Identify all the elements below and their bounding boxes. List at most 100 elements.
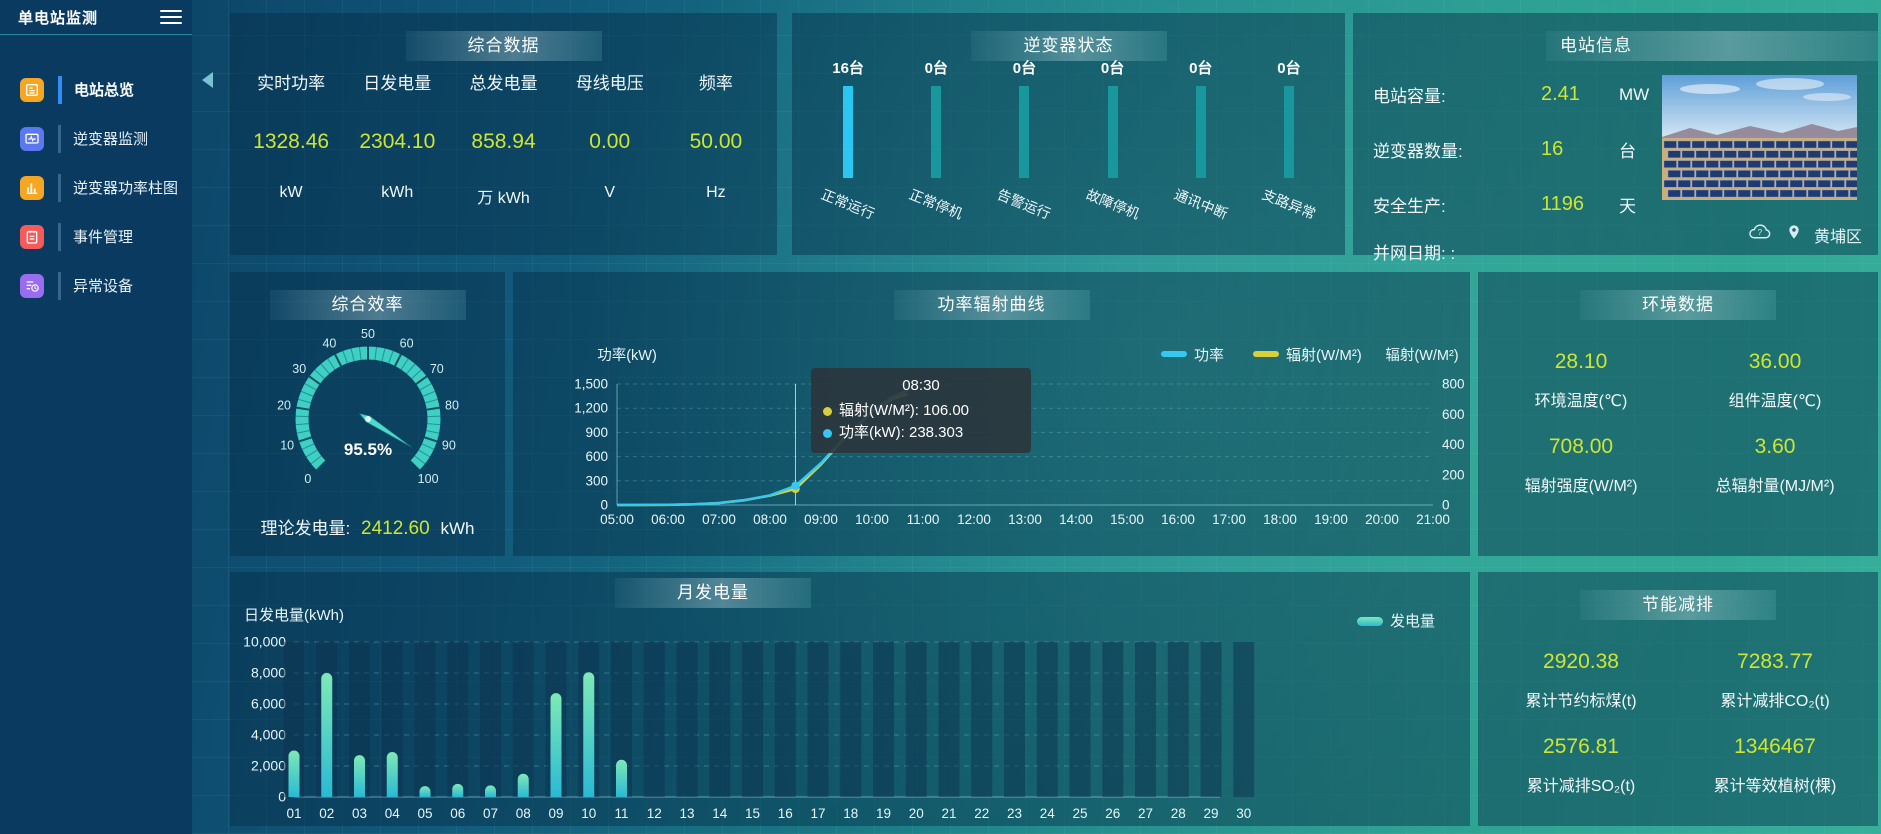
svg-text:17:00: 17:00 [1212, 512, 1246, 527]
svg-text:4,000: 4,000 [251, 727, 286, 743]
svg-text:600: 600 [585, 449, 608, 464]
svg-text:20: 20 [277, 399, 291, 413]
hamburger-menu-icon[interactable] [160, 6, 182, 28]
tooltip-series-dot [823, 406, 832, 416]
tooltip-row: 功率(kW): 238.303 [823, 422, 1019, 444]
svg-text:50: 50 [361, 327, 375, 341]
station-info-value: 1196 [1541, 193, 1585, 215]
svg-text:16:00: 16:00 [1161, 512, 1195, 527]
metric-unit: Hz [706, 184, 726, 201]
stat-cell: 7283.77 累计减排CO₂(t) [1678, 650, 1872, 711]
stat-value: 2920.38 [1543, 650, 1619, 673]
month-bar [452, 783, 464, 797]
svg-text:11: 11 [614, 806, 628, 821]
svg-text:06: 06 [450, 806, 465, 821]
sidebar-item-3[interactable]: 逆变器功率柱图 [0, 163, 192, 212]
stat-cell: 708.00 辐射强度(W/M²) [1484, 435, 1678, 496]
metric-value: 50.00 [689, 130, 743, 153]
svg-text:12: 12 [647, 806, 662, 821]
active-indicator [58, 271, 61, 300]
panel-title: 电站信息 [1546, 31, 1878, 61]
svg-text:24: 24 [1040, 806, 1056, 821]
svg-text:70: 70 [430, 362, 444, 376]
status-bar [1283, 86, 1294, 178]
panel-title: 月发电量 [615, 578, 811, 608]
metric-value: 2304.10 [359, 130, 436, 153]
svg-text:28: 28 [1171, 806, 1186, 821]
month-bar [288, 750, 300, 797]
environment-grid: 28.10 环境温度(℃) 36.00 组件温度(℃) 708.00 辐射强度(W/M²)… [1484, 350, 1872, 520]
stat-cell: 1346467 累计等效植树(棵) [1678, 735, 1872, 796]
sidebar-item-5[interactable]: 异常设备 [0, 261, 192, 310]
inverter-status-column: 0台 通讯中断 [1157, 57, 1245, 222]
theory-unit: kWh [440, 519, 475, 538]
inverter-status-column: 0台 正常停机 [892, 57, 980, 222]
stat-label: 组件温度(℃) [1728, 393, 1822, 410]
station-info-row: 电站容量: 2.41 MW [1373, 67, 1683, 122]
svg-text:200: 200 [1442, 467, 1465, 482]
svg-text:10,000: 10,000 [243, 634, 286, 650]
svg-text:09: 09 [548, 806, 563, 821]
sidebar-item-4[interactable]: 事件管理 [0, 212, 192, 261]
svg-text:30: 30 [292, 362, 306, 376]
legend-radiation[interactable] [1253, 351, 1279, 357]
status-bar [931, 86, 942, 178]
status-label: 正常停机 [907, 186, 966, 222]
legend-generation[interactable] [1357, 617, 1383, 626]
svg-text:19: 19 [876, 806, 891, 821]
gauge-value: 95.5% [344, 440, 392, 459]
sidebar-collapse-arrow[interactable] [202, 72, 213, 88]
svg-text:6,000: 6,000 [251, 696, 286, 712]
svg-text:400: 400 [1442, 437, 1465, 452]
tooltip-series-dot [823, 428, 832, 438]
svg-text:20:00: 20:00 [1365, 512, 1399, 527]
panel-title: 综合效率 [269, 290, 466, 320]
svg-text:80: 80 [445, 399, 459, 413]
sidebar-item-label: 异常设备 [73, 278, 134, 295]
svg-text:16: 16 [778, 806, 793, 821]
stat-value: 1346467 [1734, 735, 1816, 758]
svg-text:08: 08 [516, 806, 531, 821]
svg-text:29: 29 [1203, 806, 1218, 821]
monthly-generation-chart[interactable]: 日发电量(kWh) 0 2,000 4,000 6,000 8,000 10,000 01 02… [230, 572, 1470, 826]
sidebar-item-2[interactable]: 逆变器监测 [0, 114, 192, 163]
svg-text:22: 22 [974, 806, 989, 821]
svg-text:09:00: 09:00 [804, 512, 838, 527]
svg-text:15:00: 15:00 [1110, 512, 1144, 527]
stat-label: 辐射强度(W/M²) [1524, 478, 1638, 495]
svg-text:90: 90 [442, 438, 456, 452]
location-pin-icon [1786, 222, 1802, 247]
svg-text:100: 100 [418, 472, 439, 486]
svg-text:08:00: 08:00 [753, 512, 787, 527]
legend-power[interactable] [1161, 351, 1187, 357]
svg-text:800: 800 [1442, 377, 1465, 392]
sidebar-menu: 电站总览 逆变器监测 逆变器功率柱图 事件管理异常设备 [0, 65, 192, 310]
svg-text:0: 0 [1442, 498, 1450, 513]
svg-text:25: 25 [1072, 806, 1087, 821]
svg-text:1,500: 1,500 [574, 377, 608, 392]
metric-label: 总发电量 [469, 74, 538, 93]
stat-cell: 2920.38 累计节约标煤(t) [1484, 650, 1678, 711]
panel-title: 综合数据 [405, 31, 602, 61]
panel-power-radiation-curve: 功率辐射曲线 0 300 600 900 1,200 1,500 0 200 400 600 800… [513, 272, 1470, 556]
theory-label: 理论发电量: [260, 519, 351, 538]
sidebar-item-1[interactable]: 电站总览 [0, 65, 192, 114]
station-info-label: 电站容量: [1373, 87, 1446, 106]
svg-text:21: 21 [941, 806, 956, 821]
panel-station-info: 电站信息 电站容量: 2.41 MW 逆变器数量: 16 台安全生产: 1196 天并网日期:… [1353, 13, 1878, 263]
svg-text:07: 07 [483, 806, 498, 821]
stat-row: 2576.81 累计减排SO₂(t) 1346467 累计等效植树(棵) [1484, 735, 1872, 796]
metric-unit: kW [279, 184, 303, 201]
stat-value: 7283.77 [1737, 650, 1813, 673]
efficiency-gauge[interactable]: 0 10 20 30 40 50 60 70 80 90 100 95.5% [258, 320, 478, 490]
tooltip-time: 08:30 [902, 377, 940, 394]
active-indicator [58, 75, 62, 104]
month-bar [321, 673, 333, 797]
app-title: 单电站监测 [18, 9, 99, 27]
inverter-monitor-icon [20, 126, 44, 151]
inverter-status-bars[interactable]: 16台 正常运行 0台 正常停机 0台 告警运行 0台 故障停机 0台 通讯中断 0台 支路异常 [804, 57, 1333, 222]
svg-text:18: 18 [843, 806, 858, 821]
metric-column: 频率 50.00 Hz [663, 69, 769, 208]
panel-title: 环境数据 [1580, 290, 1776, 320]
svg-text:辐射(W/M²): 辐射(W/M²) [1385, 347, 1458, 364]
